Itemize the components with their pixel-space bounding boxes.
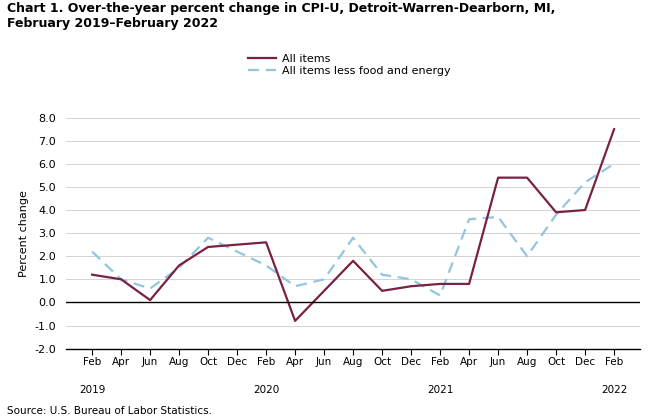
Text: 2020: 2020 [253, 385, 279, 395]
Legend: All items, All items less food and energy: All items, All items less food and energ… [244, 49, 455, 80]
Text: 2019: 2019 [79, 385, 106, 395]
Text: 2021: 2021 [427, 385, 453, 395]
Text: Source: U.S. Bureau of Labor Statistics.: Source: U.S. Bureau of Labor Statistics. [7, 406, 212, 416]
Text: Chart 1. Over-the-year percent change in CPI-U, Detroit-Warren-Dearborn, MI,
Feb: Chart 1. Over-the-year percent change in… [7, 2, 555, 30]
Text: 2022: 2022 [601, 385, 627, 395]
Y-axis label: Percent change: Percent change [19, 190, 29, 276]
